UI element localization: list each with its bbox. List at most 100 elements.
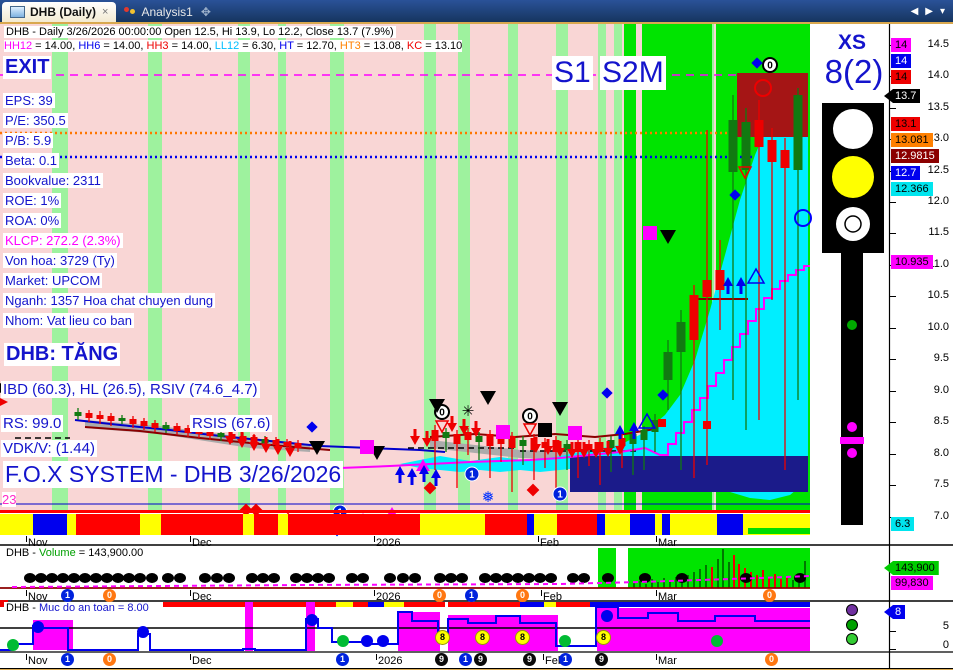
- axis-tick: [889, 485, 896, 486]
- fundamental-line: Bookvalue: 2311: [3, 173, 103, 188]
- volume-panel-title: DHB - Volume = 143,900.00: [4, 547, 146, 559]
- axis-tick: [889, 328, 896, 329]
- axis-tick: [190, 536, 191, 542]
- window-border: [0, 22, 953, 24]
- svg-text:1: 1: [469, 470, 475, 481]
- indicator-value: = 13.08,: [360, 40, 407, 52]
- x-axis-label: Mar: [658, 591, 677, 603]
- fundamental-line: KLCP: 272.2 (2.3%): [3, 233, 123, 248]
- scroll-right-icon[interactable]: ▶: [925, 5, 933, 17]
- axis-tick: [656, 590, 657, 596]
- pole-green-dot: [847, 320, 857, 330]
- fundamental-line: EPS: 39: [3, 93, 55, 108]
- x-axis-label: Mar: [658, 655, 677, 667]
- analysis-tab-icon: [124, 6, 136, 18]
- safety-level-marker: 8: [435, 630, 450, 645]
- volume-panel-graphics: [0, 548, 811, 589]
- tab-nav: ◀ ▶ ▾: [911, 0, 953, 22]
- fundamental-line: ROA: 0%: [3, 213, 62, 228]
- tab-analysis1[interactable]: Analysis1 ✥: [116, 2, 218, 22]
- svg-text:❅: ❅: [482, 489, 495, 506]
- axis-tick: [656, 536, 657, 542]
- circled-day-marker: 0: [516, 589, 529, 602]
- ibd-indicator-label: IBD (60.3), HL (26.5), RSIV (74.6_4.7): [1, 381, 260, 398]
- price-badge: 14: [891, 54, 912, 68]
- axis-tick: [190, 654, 191, 660]
- close-icon[interactable]: ×: [102, 6, 109, 18]
- axis-tick: [543, 654, 544, 660]
- price-axis-label: 7.0: [933, 510, 949, 522]
- pole-magenta-dot: [847, 422, 857, 432]
- indicator-key: HH3: [146, 40, 169, 52]
- price-badge: 99,830: [891, 576, 933, 590]
- price-axis-label: 9.0: [933, 384, 949, 396]
- safety-panel-title: DHB - Muc do an toan = 8.00: [4, 602, 151, 614]
- indicator-value: = 14.00,: [32, 40, 79, 52]
- x-axis-label: Feb: [543, 591, 562, 603]
- axis-tick: [889, 233, 896, 234]
- price-badge: 13.1: [891, 117, 921, 131]
- price-badge: 14: [891, 38, 912, 52]
- ticker-prefix: DHB -: [6, 602, 39, 614]
- signal-count-label: 8(2): [824, 53, 884, 90]
- price-axis-label: 11.0: [928, 258, 949, 270]
- price-axis-label: 9.5: [933, 352, 949, 364]
- axis-tick: [889, 108, 896, 109]
- x-axis-label: 2026: [376, 591, 401, 603]
- circled-day-marker: 9: [595, 653, 608, 666]
- price-axis-label: 8.0: [933, 447, 949, 459]
- stripe-green-underlay: [748, 528, 810, 534]
- x-axis-label: Dec: [192, 655, 212, 667]
- exit-label: EXIT: [3, 56, 52, 79]
- scroll-left-icon[interactable]: ◀: [910, 5, 919, 17]
- level-lines: [0, 74, 810, 505]
- volume-value: = 143,900.00: [75, 547, 144, 559]
- fundamentals-block: EPS: 39 P/E: 350.5 P/B: 5.9 Beta: 0.1 Bookva…: [3, 93, 216, 333]
- safety-value: = 8.00: [114, 602, 149, 614]
- axis-tick: [889, 454, 896, 455]
- price-badge: 12.7: [891, 166, 921, 180]
- fundamental-line: Nganh: 1357 Hoa chat chuyen dung: [3, 293, 216, 308]
- volume-ma-line: [11, 575, 811, 588]
- fundamental-line: Von hoa: 3729 (Ty): [3, 253, 117, 268]
- indicator-key: HT3: [339, 40, 361, 52]
- circled-day-marker: 0: [103, 589, 116, 602]
- axis-tick: [538, 536, 539, 542]
- price-badge: 8: [884, 605, 906, 619]
- safety-step-line: [0, 606, 810, 651]
- tab-label: DHB (Daily): [30, 5, 97, 19]
- price-axis-label: 10.0: [927, 321, 949, 333]
- trend-label: DHB: TĂNG: [4, 343, 121, 366]
- traffic-light-bottom: [836, 207, 870, 241]
- price-badge: 12.366: [891, 182, 933, 196]
- svg-text:✳: ✳: [462, 403, 475, 420]
- fundamental-line: Nhom: Vat lieu co ban: [3, 313, 134, 328]
- indicator-key: HH6: [78, 40, 101, 52]
- indicator-value: = 6.30,: [239, 40, 280, 52]
- indicator-value: = 14.00,: [100, 40, 147, 52]
- circled-day-marker: 0: [763, 589, 776, 602]
- price-axis-label: 13.5: [927, 101, 949, 113]
- tab-menu-icon[interactable]: ▾: [939, 5, 945, 17]
- chart-tab-icon: [10, 6, 25, 18]
- x-axis-label: Nov: [28, 591, 48, 603]
- indicator-key: HH12: [4, 40, 33, 52]
- svg-text:0: 0: [439, 408, 445, 419]
- circled-day-marker: 9: [523, 653, 536, 666]
- price-axis-label: 12.5: [927, 164, 949, 176]
- rs-label: RS: 99.0: [1, 415, 64, 432]
- fundamental-line: Market: UPCOM: [3, 273, 103, 288]
- signal-s1-label: S1: [552, 56, 593, 90]
- price-badge: 14: [891, 70, 912, 84]
- price-badge: 13.7: [884, 89, 921, 103]
- fundamental-line: Beta: 0.1: [3, 153, 60, 168]
- axis-tick: [374, 590, 375, 596]
- safety-level-marker: 8: [515, 630, 530, 645]
- x-axis-label: Mar: [658, 537, 677, 549]
- indicator-key: HT: [279, 40, 294, 52]
- price-badge: 10.935: [891, 255, 933, 269]
- price-axis-label: 8.5: [933, 415, 949, 427]
- tab-dhb-daily[interactable]: DHB (Daily) ×: [2, 2, 117, 22]
- axis-tick: [190, 590, 191, 596]
